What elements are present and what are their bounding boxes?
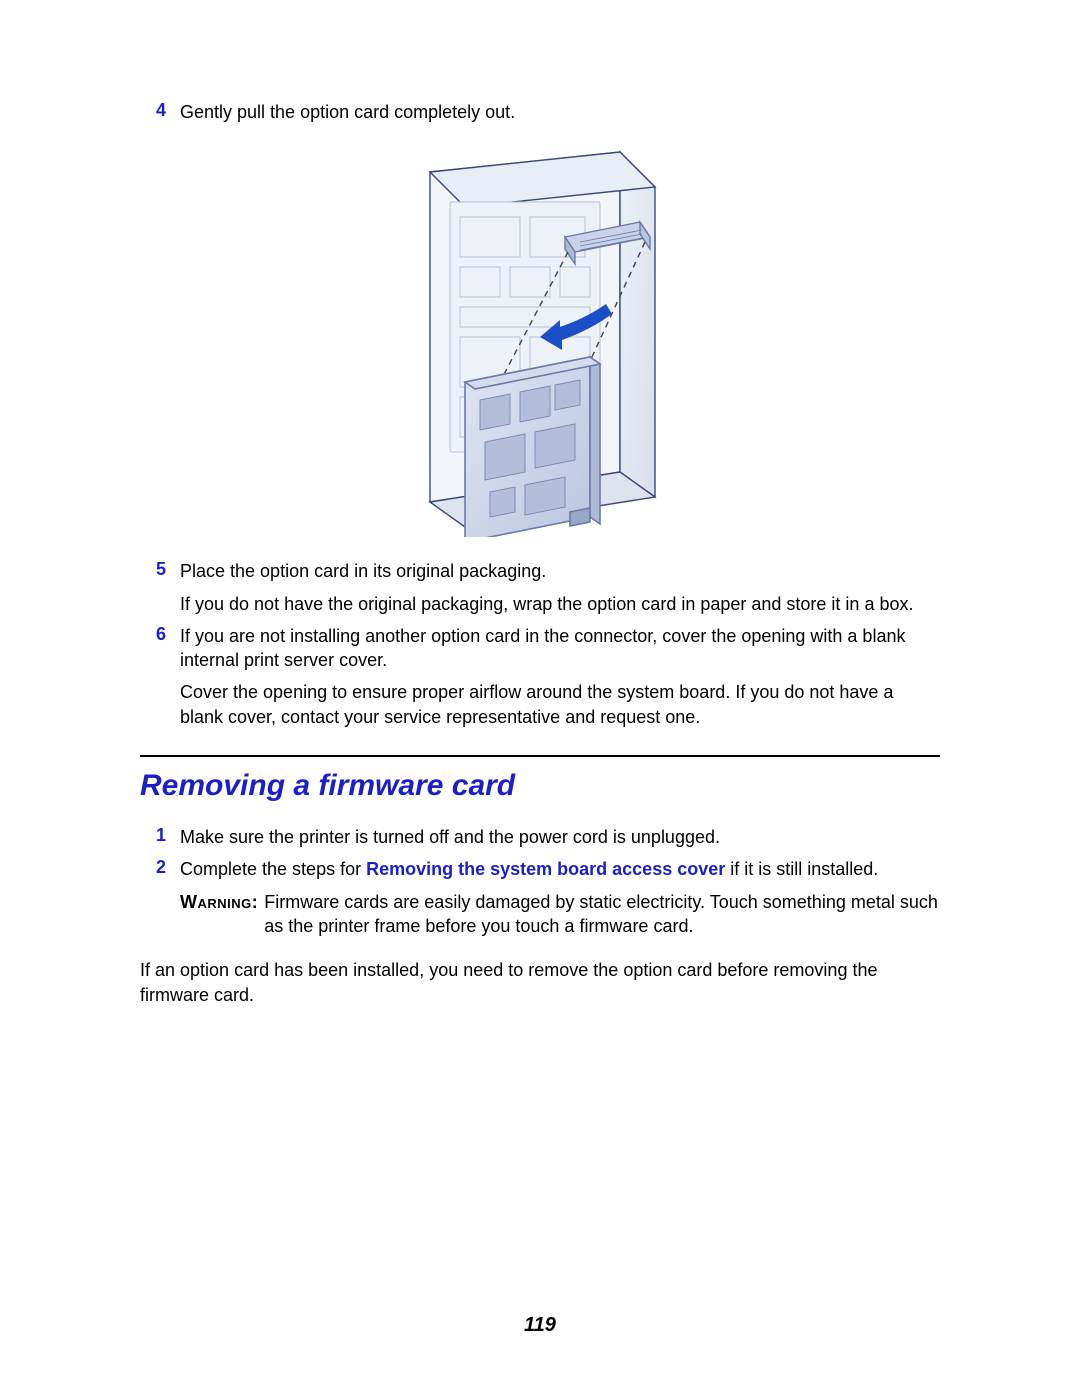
step-number: 5: [140, 559, 180, 580]
step-number: 6: [140, 624, 180, 645]
section-divider: [140, 755, 940, 757]
warning-label-col: Warning:: [180, 890, 258, 914]
step-item: 4 Gently pull the option card completely…: [140, 100, 940, 124]
steps-section-list: 1 Make sure the printer is turned off an…: [140, 825, 940, 938]
step-item: 6 If you are not installing another opti…: [140, 624, 940, 729]
step-text: If you are not installing another option…: [180, 624, 940, 673]
figure-container: [140, 142, 940, 537]
step-suffix: if it is still installed.: [725, 859, 878, 879]
warning-label: Warning:: [180, 892, 258, 912]
step-text: Complete the steps for Removing the syst…: [180, 857, 940, 881]
closing-paragraph: If an option card has been installed, yo…: [140, 958, 940, 1007]
step-number: 1: [140, 825, 180, 846]
cross-reference-link[interactable]: Removing the system board access cover: [366, 859, 725, 879]
page-number: 119: [0, 1314, 1080, 1337]
step-item: 2 Complete the steps for Removing the sy…: [140, 857, 940, 938]
steps-top-list-cont: 5 Place the option card in its original …: [140, 559, 940, 729]
step-body: If you are not installing another option…: [180, 624, 940, 729]
step-item: 1 Make sure the printer is turned off an…: [140, 825, 940, 849]
page: 4 Gently pull the option card completely…: [0, 0, 1080, 1397]
section-title: Removing a firmware card: [140, 769, 940, 803]
step-body: Complete the steps for Removing the syst…: [180, 857, 940, 938]
step-item: 5 Place the option card in its original …: [140, 559, 940, 616]
step-number: 2: [140, 857, 180, 878]
step-text: Make sure the printer is turned off and …: [180, 825, 940, 849]
step-subtext: If you do not have the original packagin…: [180, 592, 940, 616]
step-body: Place the option card in its original pa…: [180, 559, 940, 616]
option-card-removal-illustration: [390, 142, 690, 537]
steps-top-list: 4 Gently pull the option card completely…: [140, 100, 940, 124]
step-subtext: Cover the opening to ensure proper airfl…: [180, 680, 940, 729]
step-text: Gently pull the option card completely o…: [180, 100, 940, 124]
step-prefix: Complete the steps for: [180, 859, 366, 879]
step-number: 4: [140, 100, 180, 121]
warning-text: Firmware cards are easily damaged by sta…: [258, 890, 940, 939]
warning-block: Warning: Firmware cards are easily damag…: [180, 890, 940, 939]
step-text: Place the option card in its original pa…: [180, 559, 940, 583]
